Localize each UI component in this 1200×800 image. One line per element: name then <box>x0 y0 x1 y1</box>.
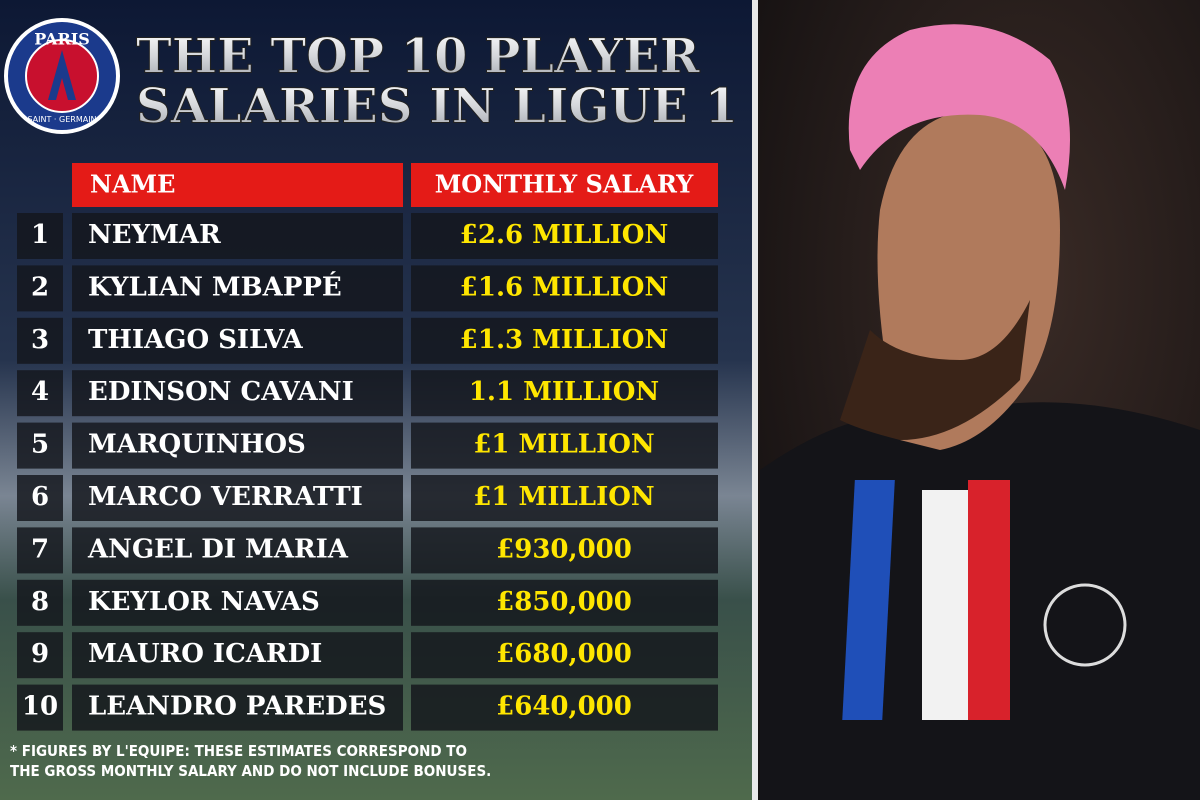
rank-cell <box>17 317 63 364</box>
rank: 4 <box>31 377 49 407</box>
player-name: MARCO VERRATTI <box>88 482 363 512</box>
title: SALARIES IN LIGUE 1 <box>136 79 738 135</box>
salary-cell <box>411 527 718 574</box>
salary: £1 MILLION <box>473 430 654 460</box>
salary-cell <box>411 370 718 417</box>
name-cell <box>72 527 403 574</box>
rank: 5 <box>31 430 49 460</box>
player-name: MARQUINHOS <box>88 430 306 460</box>
footnote: * FIGURES BY L'EQUIPE: THESE ESTIMATES C… <box>10 742 467 760</box>
salary-cell <box>411 684 718 731</box>
salary: £1.3 MILLION <box>460 325 668 355</box>
column-header: MONTHLY SALARY <box>435 170 694 199</box>
salary-cell <box>411 213 718 259</box>
title: THE TOP 10 PLAYER <box>136 29 701 85</box>
name-cell <box>72 632 403 679</box>
rank: 3 <box>31 325 49 355</box>
salary-cell <box>411 265 718 312</box>
rank: 1 <box>31 220 49 250</box>
salary-cell <box>411 475 718 521</box>
header-cell <box>72 163 403 207</box>
name-cell <box>72 265 403 312</box>
rank: 7 <box>31 534 49 564</box>
salary-cell <box>411 317 718 364</box>
rank-cell <box>17 527 63 574</box>
column-header: NAME <box>90 170 175 199</box>
rank: 2 <box>31 272 49 302</box>
player-name: LEANDRO PAREDES <box>88 692 386 722</box>
name-cell <box>72 213 403 259</box>
rank-cell <box>17 475 63 521</box>
club-logo: PARIS SAINT · GERMAIN <box>4 18 120 134</box>
player-name: MAURO ICARDI <box>88 639 322 669</box>
header-cell <box>411 163 718 207</box>
rank-cell <box>17 579 63 626</box>
logo-text: PARIS <box>34 30 90 49</box>
player-name: KEYLOR NAVAS <box>88 587 320 617</box>
rank: 9 <box>31 639 49 669</box>
salary: £930,000 <box>496 534 632 564</box>
name-cell <box>72 317 403 364</box>
salary: £640,000 <box>496 692 632 722</box>
name-cell <box>72 422 403 469</box>
salary-cell <box>411 422 718 469</box>
rank: 8 <box>31 587 49 617</box>
salary: £2.6 MILLION <box>460 220 668 250</box>
salary: £680,000 <box>496 639 632 669</box>
rank-cell <box>17 684 63 731</box>
rank: 6 <box>31 482 49 512</box>
footnote: THE GROSS MONTHLY SALARY AND DO NOT INCL… <box>10 762 491 780</box>
divider <box>752 0 758 800</box>
salary-table: NAME MONTHLY SALARY 1 NEYMAR £2.6 MILLION 2 KY… <box>17 163 718 731</box>
rank-cell <box>17 632 63 679</box>
player-photo <box>760 24 1200 800</box>
salary-cell <box>411 632 718 679</box>
salary: £850,000 <box>496 587 632 617</box>
salary: £1 MILLION <box>473 482 654 512</box>
rank-cell <box>17 213 63 259</box>
rank: 10 <box>22 692 58 722</box>
name-cell <box>72 579 403 626</box>
logo-text: SAINT · GERMAIN <box>27 115 96 124</box>
rank-cell <box>17 422 63 469</box>
salary: £1.6 MILLION <box>460 272 668 302</box>
salary: 1.1 MILLION <box>469 377 659 407</box>
player-name: ANGEL DI MARIA <box>87 534 349 564</box>
player-name: KYLIAN MBAPPÉ <box>88 270 342 302</box>
name-cell <box>72 475 403 521</box>
salary-cell <box>411 579 718 626</box>
rank-cell <box>17 370 63 417</box>
player-name: NEYMAR <box>88 220 221 250</box>
name-cell <box>72 684 403 731</box>
name-cell <box>72 370 403 417</box>
rank-cell <box>17 265 63 312</box>
player-name: EDINSON CAVANI <box>88 377 354 407</box>
player-name: THIAGO SILVA <box>88 325 303 355</box>
